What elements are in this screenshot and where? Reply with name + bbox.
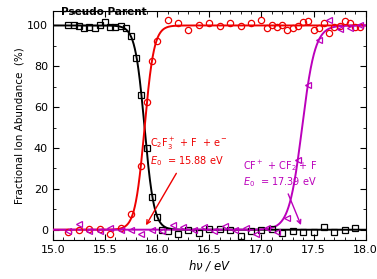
Text: Pseudo Parent: Pseudo Parent xyxy=(61,7,147,17)
Y-axis label: Fractional Ion Abundance  (%): Fractional Ion Abundance (%) xyxy=(14,47,24,204)
X-axis label: $h\nu$ / eV: $h\nu$ / eV xyxy=(187,258,231,273)
Text: CF$^+$ + CF$_2$ + F
$E_0$  = 17.39 eV: CF$^+$ + CF$_2$ + F $E_0$ = 17.39 eV xyxy=(243,158,317,224)
Text: C$_2$F$_3^+$ + F  + e$^-$
$E_0$  = 15.88 eV: C$_2$F$_3^+$ + F + e$^-$ $E_0$ = 15.88 e… xyxy=(147,136,228,224)
